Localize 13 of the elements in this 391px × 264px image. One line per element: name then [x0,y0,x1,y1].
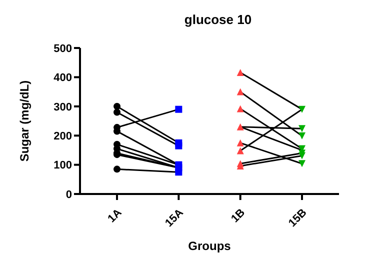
y-tick-label: 0 [66,188,72,201]
x-axis-title: Groups [188,239,232,253]
y-tick-label: 300 [54,101,72,114]
y-tick-label: 400 [54,72,72,84]
x-tick-label: 1B [229,206,248,226]
y-axis-title: Sugar (mg/dL) [17,80,32,162]
y-tick-label: 100 [54,160,72,172]
y-tick-label: 200 [54,130,72,143]
y-tick-label: 500 [54,42,72,55]
x-tick-label: 15A [163,206,186,230]
x-tick-label: 1A [106,206,124,226]
chart-title: glucose 10 [183,12,253,27]
x-tick-label: 15B [286,206,310,230]
